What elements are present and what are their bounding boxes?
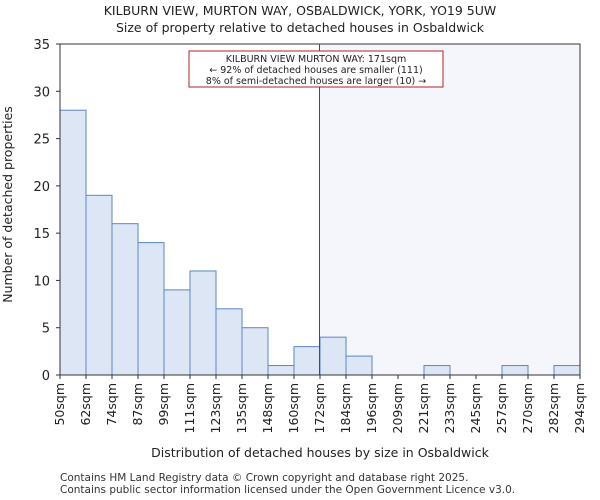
bar-111sqm bbox=[189, 270, 217, 376]
x-tick-label: 135sqm bbox=[234, 383, 249, 433]
x-tick-label: 196sqm bbox=[364, 383, 379, 433]
axes: 0 5 10 15 20 25 30 35 50sqm 62sqm 74sqm 87sqm 99sqm 1… bbox=[33, 38, 587, 433]
y-tick-label: 25 bbox=[33, 133, 50, 148]
y-tick-label: 15 bbox=[33, 227, 50, 242]
y-tick-label: 10 bbox=[33, 274, 50, 289]
x-tick-label: 245sqm bbox=[468, 383, 483, 433]
chart-subtitle: Size of property relative to detached ho… bbox=[115, 20, 485, 35]
bar-221sqm bbox=[423, 365, 451, 376]
x-tick-label: 257sqm bbox=[494, 383, 509, 433]
bar-257sqm bbox=[501, 365, 529, 376]
y-tick-label: 30 bbox=[33, 85, 50, 100]
bar-135sqm bbox=[241, 327, 269, 376]
bar-184sqm bbox=[345, 355, 373, 376]
x-tick-label: 123sqm bbox=[208, 383, 223, 433]
annotation-line-2: ← 92% of detached houses are smaller (11… bbox=[209, 65, 422, 76]
x-tick-label: 50sqm bbox=[52, 383, 67, 426]
y-axis-label: Number of detached properties bbox=[0, 106, 15, 303]
x-tick-label: 282sqm bbox=[546, 383, 561, 433]
footer-line-2: Contains public sector information licen… bbox=[60, 484, 516, 496]
x-tick-label: 148sqm bbox=[260, 383, 275, 433]
y-tick-label: 5 bbox=[42, 322, 50, 337]
annotation-box bbox=[188, 50, 444, 88]
x-tick-label: 160sqm bbox=[286, 383, 301, 433]
x-tick-label: 172sqm bbox=[312, 383, 327, 433]
x-tick-label: 233sqm bbox=[442, 383, 457, 433]
bar-123sqm bbox=[215, 308, 243, 376]
footer-line-1: Contains HM Land Registry data © Crown c… bbox=[60, 472, 469, 484]
annotation-line-1: KILBURN VIEW MURTON WAY: 171sqm bbox=[226, 54, 406, 65]
bar-148sqm bbox=[267, 365, 295, 376]
x-tick-label: 99sqm bbox=[156, 383, 171, 426]
x-tick-label: 294sqm bbox=[572, 383, 587, 433]
x-tick-label: 111sqm bbox=[182, 383, 197, 433]
bar-160sqm bbox=[293, 346, 321, 376]
highlight-region bbox=[319, 44, 580, 375]
bar-87sqm bbox=[137, 242, 165, 376]
x-tick-label: 209sqm bbox=[390, 383, 405, 433]
bar-172sqm bbox=[319, 336, 347, 376]
chart-title: KILBURN VIEW, MURTON WAY, OSBALDWICK, YO… bbox=[103, 3, 497, 18]
x-tick-label: 221sqm bbox=[416, 383, 431, 433]
bar-50sqm bbox=[59, 109, 87, 376]
annotation-line-3: 8% of semi-detached houses are larger (1… bbox=[206, 76, 426, 87]
y-tick-label: 0 bbox=[42, 369, 50, 384]
x-axis-label: Distribution of detached houses by size … bbox=[151, 445, 489, 460]
y-tick-label: 20 bbox=[33, 180, 50, 195]
x-tick-label: 184sqm bbox=[338, 383, 353, 433]
x-tick-label: 74sqm bbox=[104, 383, 119, 426]
chart-canvas: 0 5 10 15 20 25 30 35 50sqm 62sqm 74sqm 87sqm 99sqm 1… bbox=[0, 38, 587, 460]
bar-74sqm bbox=[111, 223, 139, 376]
x-tick-label: 270sqm bbox=[520, 383, 535, 433]
x-tick-label: 62sqm bbox=[78, 383, 93, 426]
bar-99sqm bbox=[163, 289, 191, 376]
bar-282sqm bbox=[553, 365, 581, 376]
bar-62sqm bbox=[85, 194, 113, 376]
x-tick-label: 87sqm bbox=[130, 383, 145, 426]
y-tick-label: 35 bbox=[33, 38, 50, 53]
bar-group bbox=[59, 109, 581, 376]
